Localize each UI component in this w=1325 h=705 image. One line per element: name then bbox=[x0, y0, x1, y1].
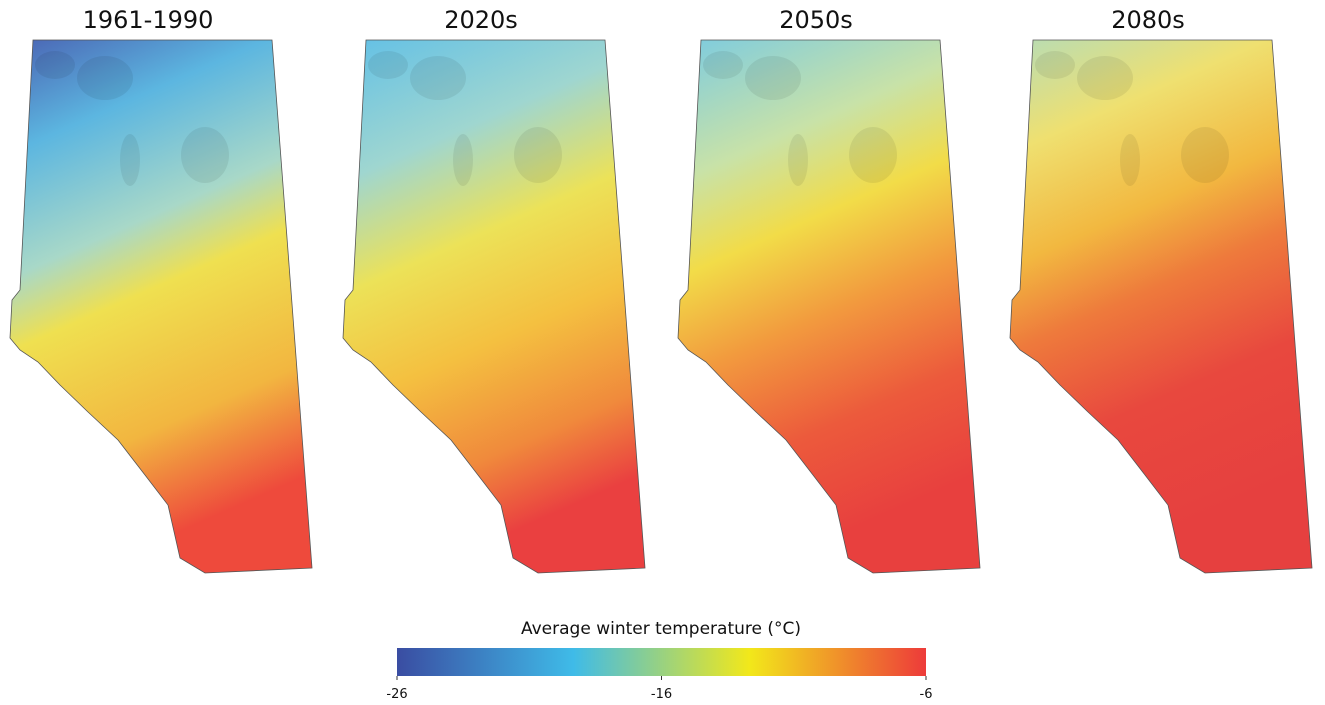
page: 1961-1990 2020s 2050s 2080s Average winter … bbox=[0, 0, 1325, 705]
terrain bbox=[1035, 51, 1075, 79]
map-title: 2080s bbox=[1111, 6, 1185, 34]
terrain bbox=[77, 56, 133, 100]
province-map bbox=[343, 40, 645, 573]
terrain bbox=[514, 127, 562, 183]
terrain bbox=[703, 51, 743, 79]
terrain bbox=[35, 51, 75, 79]
terrain bbox=[1077, 56, 1133, 100]
color-bar bbox=[397, 648, 926, 676]
legend-title: Average winter temperature (°C) bbox=[521, 619, 801, 639]
province-map bbox=[10, 40, 312, 573]
map-panel: 1961-1990 bbox=[10, 6, 312, 573]
map-panel: 2050s bbox=[678, 6, 980, 573]
terrain bbox=[788, 134, 808, 186]
terrain bbox=[181, 127, 229, 183]
map-panel: 2080s bbox=[1010, 6, 1312, 573]
terrain bbox=[849, 127, 897, 183]
terrain bbox=[120, 134, 140, 186]
terrain bbox=[410, 56, 466, 100]
tick-label: -16 bbox=[651, 687, 672, 702]
terrain bbox=[1120, 134, 1140, 186]
terrain bbox=[368, 51, 408, 79]
map-panel: 2020s bbox=[343, 6, 645, 573]
maps: 1961-1990 2020s 2050s 2080s bbox=[10, 6, 1312, 573]
tick-label: -6 bbox=[920, 687, 933, 702]
terrain bbox=[453, 134, 473, 186]
terrain bbox=[745, 56, 801, 100]
province-map bbox=[678, 40, 980, 573]
tick-label: -26 bbox=[386, 687, 407, 702]
map-title: 1961-1990 bbox=[83, 6, 214, 34]
map-title: 2050s bbox=[779, 6, 853, 34]
map-title: 2020s bbox=[444, 6, 518, 34]
legend-ticks: -26 -16 -6 bbox=[386, 676, 932, 702]
terrain bbox=[1181, 127, 1229, 183]
province-map bbox=[1010, 40, 1312, 573]
